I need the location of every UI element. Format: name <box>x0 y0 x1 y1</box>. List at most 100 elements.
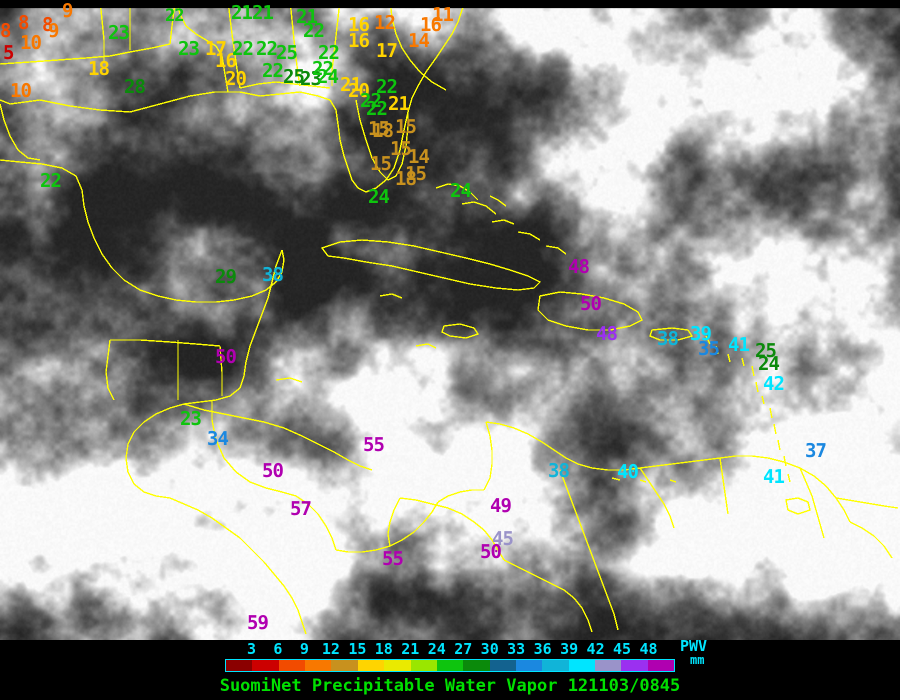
station-pwv-value: 18 <box>395 168 417 190</box>
station-pwv-value: 24 <box>368 186 390 208</box>
station-pwv-value: 22 <box>376 76 398 98</box>
station-pwv-value: 49 <box>490 495 512 517</box>
station-pwv-value: 14 <box>408 146 430 168</box>
station-pwv-value: 20 <box>348 80 370 102</box>
station-pwv-value: 57 <box>290 498 312 520</box>
station-pwv-value: 35 <box>698 338 720 360</box>
station-pwv-value: 39 <box>690 323 712 345</box>
station-pwv-value: 34 <box>207 428 229 450</box>
colorbar-swatch <box>384 660 411 671</box>
station-pwv-value: 21 <box>340 74 362 96</box>
station-pwv-value: 22 <box>165 6 185 26</box>
station-pwv-value: 23 <box>180 408 202 430</box>
station-pwv-value: 8 <box>42 14 53 36</box>
colorbar-swatch <box>331 660 358 671</box>
station-pwv-value: 5 <box>3 42 14 64</box>
colorbar-tick: 30 <box>480 640 499 658</box>
station-pwv-value: 16 <box>420 14 442 36</box>
station-pwv-value: 9 <box>48 20 59 42</box>
station-pwv-value: 17 <box>376 40 398 62</box>
station-pwv-value: 22 <box>366 98 388 120</box>
station-pwv-value: 10 <box>20 32 42 54</box>
station-pwv-value: 22 <box>303 20 325 42</box>
colorbar-tick: 27 <box>454 640 473 658</box>
station-pwv-value: 16 <box>348 14 370 36</box>
station-pwv-value: 22 <box>40 170 62 192</box>
station-pwv-value: 40 <box>617 461 639 483</box>
station-pwv-value: 21 <box>252 2 274 24</box>
station-pwv-value: 21 <box>296 6 318 28</box>
station-pwv-value: 18 <box>88 58 110 80</box>
pwv-legend-label: PWV <box>680 637 708 655</box>
station-pwv-value: 23 <box>178 38 200 60</box>
station-pwv-value: 41 <box>763 466 785 488</box>
station-pwv-value: 29 <box>215 266 237 288</box>
pwv-legend-units: mm <box>690 653 705 667</box>
colorbar-swatch <box>621 660 648 671</box>
colorbar-swatch <box>647 660 675 671</box>
colorbar-tick: 3 <box>246 640 256 658</box>
colorbar-swatch <box>595 660 622 671</box>
colorbar-tick: 33 <box>507 640 526 658</box>
colorbar-tick: 39 <box>560 640 579 658</box>
coastline-border-overlay <box>0 0 899 635</box>
colorbar-tick: 12 <box>321 640 340 658</box>
station-pwv-value: 15 <box>368 118 390 140</box>
station-pwv-value: 59 <box>247 612 269 634</box>
station-pwv-value: 15 <box>405 163 427 185</box>
station-pwv-value: 22 <box>256 38 278 60</box>
station-pwv-value: 17 <box>205 38 227 60</box>
station-pwv-value: 38 <box>262 264 284 286</box>
station-pwv-value: 41 <box>728 334 750 356</box>
pwv-color-scale <box>225 659 675 672</box>
station-pwv-value: 21 <box>231 2 253 24</box>
colorbar-swatch <box>515 660 543 671</box>
colorbar-tick: 45 <box>613 640 632 658</box>
colorbar-tick: 18 <box>374 640 393 658</box>
colorbar-tick: 6 <box>273 640 283 658</box>
station-pwv-value: 42 <box>763 373 785 395</box>
station-pwv-value: 8 <box>0 20 11 42</box>
station-pwv-value: 24 <box>758 353 780 375</box>
station-pwv-value: 15 <box>395 116 417 138</box>
station-pwv-value: 22 <box>232 38 254 60</box>
colorbar-tick-labels: 3 6 9 12 15 18 21 24 27 30 33 36 39 42 45 48 <box>0 640 900 658</box>
product-title: SuomiNet Precipitable Water Vapor 121103… <box>219 676 681 696</box>
station-pwv-value: 50 <box>480 541 502 563</box>
station-pwv-value: 22 <box>360 90 382 112</box>
station-pwv-value: 38 <box>548 460 570 482</box>
colorbar-tick: 21 <box>401 640 420 658</box>
station-pwv-value: 10 <box>10 80 32 102</box>
colorbar-tick: 24 <box>427 640 446 658</box>
station-pwv-value: 23 <box>108 22 130 44</box>
station-pwv-value: 8 <box>18 12 29 34</box>
station-pwv-value: 15 <box>370 153 392 175</box>
station-pwv-value: 22 <box>262 60 284 82</box>
satellite-image-panel: 8 8 9 9 8 10 5 10 22 18 28 23 22 23 17 16 20 22 22 22 25 25 23… <box>0 0 900 640</box>
station-pwv-value: 20 <box>225 68 247 90</box>
colorbar-tick: 36 <box>533 640 552 658</box>
colorbar-tick: 48 <box>639 640 658 658</box>
colorbar-swatch <box>252 660 279 671</box>
station-pwv-value: 25 <box>283 66 305 88</box>
station-pwv-value: 16 <box>348 30 370 52</box>
colorbar-tick: 42 <box>586 640 605 658</box>
station-pwv-value: 22 <box>318 42 340 64</box>
station-pwv-value: 50 <box>215 346 237 368</box>
station-pwv-value: 48 <box>596 323 618 345</box>
colorbar-tick: 15 <box>348 640 367 658</box>
station-pwv-value: 21 <box>388 93 410 115</box>
station-pwv-value: 16 <box>215 50 237 72</box>
station-pwv-value: 14 <box>408 30 430 52</box>
station-pwv-value: 25 <box>276 42 298 64</box>
colorbar-tick: 9 <box>299 640 309 658</box>
station-pwv-value: 28 <box>124 76 146 98</box>
colorbar-swatch <box>542 660 569 671</box>
station-pwv-value: 12 <box>374 12 396 34</box>
station-pwv-value: 22 <box>312 58 334 80</box>
station-pwv-value: 55 <box>382 548 404 570</box>
colorbar-swatch <box>357 660 385 671</box>
station-pwv-value: 55 <box>363 434 385 456</box>
legend-panel: 3 6 9 12 15 18 21 24 27 30 33 36 39 42 45 48 PWV mm Suo… <box>0 637 900 700</box>
colorbar-swatch <box>410 660 437 671</box>
